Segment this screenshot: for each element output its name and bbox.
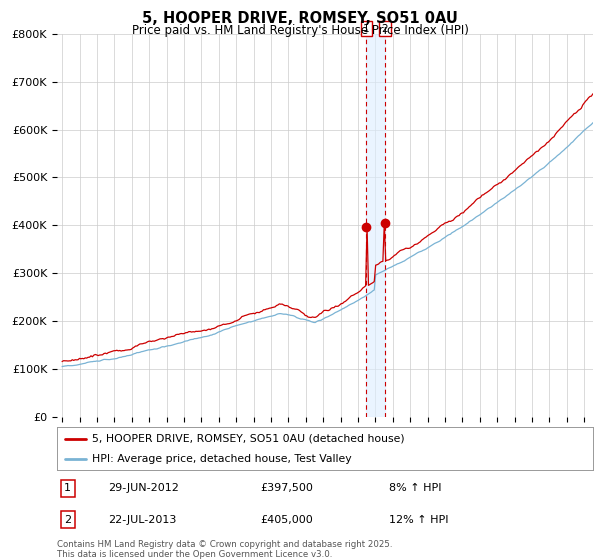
Text: 29-JUN-2012: 29-JUN-2012 [108, 483, 179, 493]
Text: HPI: Average price, detached house, Test Valley: HPI: Average price, detached house, Test… [92, 454, 352, 464]
Text: 1: 1 [64, 483, 71, 493]
Text: 2: 2 [64, 515, 71, 525]
Text: 5, HOOPER DRIVE, ROMSEY, SO51 0AU (detached house): 5, HOOPER DRIVE, ROMSEY, SO51 0AU (detac… [92, 433, 404, 444]
Text: 5, HOOPER DRIVE, ROMSEY, SO51 0AU: 5, HOOPER DRIVE, ROMSEY, SO51 0AU [142, 11, 458, 26]
Text: 12% ↑ HPI: 12% ↑ HPI [389, 515, 449, 525]
Text: £397,500: £397,500 [260, 483, 313, 493]
Text: Price paid vs. HM Land Registry's House Price Index (HPI): Price paid vs. HM Land Registry's House … [131, 24, 469, 36]
Text: £405,000: £405,000 [260, 515, 313, 525]
Text: 8% ↑ HPI: 8% ↑ HPI [389, 483, 442, 493]
Bar [367, 34, 385, 417]
Text: 1: 1 [363, 24, 370, 34]
Text: Contains HM Land Registry data © Crown copyright and database right 2025.
This d: Contains HM Land Registry data © Crown c… [57, 540, 392, 559]
Text: 2: 2 [382, 24, 388, 34]
Text: 22-JUL-2013: 22-JUL-2013 [108, 515, 176, 525]
